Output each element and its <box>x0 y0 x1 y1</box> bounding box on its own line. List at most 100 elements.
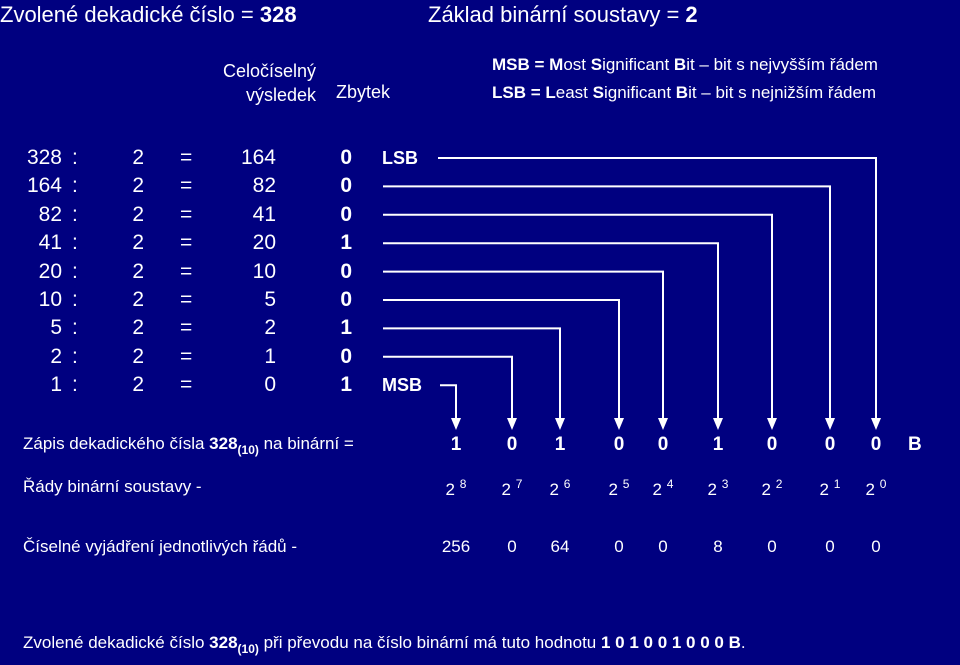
colon: : <box>72 344 78 368</box>
legend-lsb-east: east <box>555 83 593 102</box>
equals: = <box>180 146 193 169</box>
title-base-label: Základ binární soustavy = <box>428 2 686 27</box>
arrow-head <box>614 418 624 430</box>
order-value: 64 <box>550 537 570 556</box>
quotient: 0 <box>264 373 276 397</box>
order-value: 0 <box>825 537 835 556</box>
divisor: 2 <box>132 231 144 255</box>
footer-mid: při převodu na číslo binární má tuto hod… <box>258 633 601 652</box>
legend-lsb-b: B <box>675 83 689 102</box>
binary-digit: 0 <box>657 434 669 455</box>
connector-line <box>383 242 719 420</box>
dividend: 82 <box>38 202 62 226</box>
legend-lsb-eq: = <box>526 83 546 102</box>
division-row: 164: 2 = 82 0 <box>0 173 440 199</box>
binary-row-label: Zápis dekadického čísla 328(10) na binár… <box>23 434 354 457</box>
binary-digit: 0 <box>766 434 778 455</box>
power-base: 2 <box>819 480 830 499</box>
power-exponent: 5 <box>622 477 630 491</box>
power-base: 2 <box>549 480 560 499</box>
order-values: 256 0 64 0 0 8 0 0 0 <box>0 537 960 563</box>
footer-pre: Zvolené dekadické číslo <box>23 633 210 652</box>
divisor: 2 <box>132 373 144 397</box>
dividend: 164 <box>26 174 62 198</box>
division-row: 20: 2 = 10 0 <box>0 259 440 285</box>
header-result-line1: Celočíselný <box>222 61 316 81</box>
division-row: 1: 2 = 0 1 MSB <box>0 372 440 398</box>
connector-line <box>383 270 664 420</box>
divisor: 2 <box>132 288 144 311</box>
legend-msb-m: M <box>549 55 564 74</box>
equals: = <box>180 231 193 255</box>
colon: : <box>72 373 78 397</box>
colon: : <box>72 174 78 198</box>
division-row: 82: 2 = 41 0 <box>0 202 440 228</box>
division-row: 328: 2 = 164 0 LSB <box>0 145 440 171</box>
equals: = <box>180 373 193 397</box>
remainder: 1 <box>340 231 352 255</box>
remainder: 0 <box>340 259 352 283</box>
quotient: 41 <box>252 202 276 226</box>
division-row: 5: 2 = 2 1 <box>0 315 440 341</box>
power-of-two: 2 5 <box>599 477 639 500</box>
title-base: Základ binární soustavy = 2 <box>428 2 698 28</box>
power-base: 2 <box>652 480 663 499</box>
legend-lsb-it: it <box>688 83 697 102</box>
connector-line <box>383 327 561 420</box>
equals: = <box>180 202 193 226</box>
divisor: 2 <box>132 344 144 368</box>
title-base-value: 2 <box>685 2 698 27</box>
equals: = <box>180 344 193 368</box>
order-value: 0 <box>871 537 881 556</box>
order-value: 0 <box>767 537 777 556</box>
power-of-two: 2 6 <box>540 477 580 500</box>
binary-suffix: B <box>908 434 922 455</box>
footer-result: 1 0 1 0 0 1 0 0 0 B <box>600 633 741 652</box>
divisor: 2 <box>132 316 144 340</box>
remainder: 0 <box>340 146 352 169</box>
dividend: 20 <box>38 259 62 283</box>
order-value: 256 <box>441 537 471 556</box>
arrow-head <box>555 418 565 430</box>
footer-end: . <box>740 633 746 652</box>
header-result: Celočíselný výsledek <box>196 59 316 107</box>
equals: = <box>180 259 193 283</box>
colon: : <box>72 288 78 311</box>
power-exponent: 8 <box>459 477 467 491</box>
binary-label-sub: (10) <box>237 443 259 457</box>
bit-tag: LSB <box>382 148 418 168</box>
footer-num: 328 <box>209 633 238 652</box>
binary-digit: 0 <box>613 434 625 455</box>
colon: : <box>72 231 78 255</box>
legend-msb-ost: ost <box>563 55 591 74</box>
quotient: 82 <box>252 174 276 198</box>
legend-lsb-s: S <box>592 83 604 102</box>
power-exponent: 3 <box>721 477 729 491</box>
division-row: 10: 2 = 5 0 <box>0 287 440 313</box>
binary-digit: 0 <box>506 434 518 455</box>
title-decimal-value: 328 <box>259 2 297 27</box>
order-value: 0 <box>658 537 668 556</box>
connector-line <box>438 157 877 420</box>
header-result-line2: výsledek <box>245 85 316 105</box>
legend-msb-b: B <box>673 55 687 74</box>
legend-msb-it: it <box>686 55 695 74</box>
colon: : <box>72 316 78 340</box>
divisor: 2 <box>132 259 144 283</box>
binary-label-pre: Zápis dekadického čísla <box>23 434 210 453</box>
quotient: 164 <box>240 146 276 169</box>
power-of-two: 2 0 <box>856 477 896 500</box>
power-exponent: 4 <box>666 477 674 491</box>
binary-label-num: 328 <box>209 434 238 453</box>
colon: : <box>72 146 78 169</box>
legend-lsb-ignificant: ignificant <box>603 83 676 102</box>
remainder: 0 <box>340 288 352 311</box>
remainder: 0 <box>340 344 352 368</box>
binary-digit: 1 <box>450 434 462 455</box>
binary-digit: 0 <box>870 434 882 455</box>
remainder: 1 <box>340 316 352 340</box>
footer-statement: Zvolené dekadické číslo 328(10) při přev… <box>23 633 746 656</box>
title-decimal: Zvolené dekadické číslo = 328 <box>0 2 297 28</box>
legend-msb-abbr: MSB <box>492 55 530 74</box>
